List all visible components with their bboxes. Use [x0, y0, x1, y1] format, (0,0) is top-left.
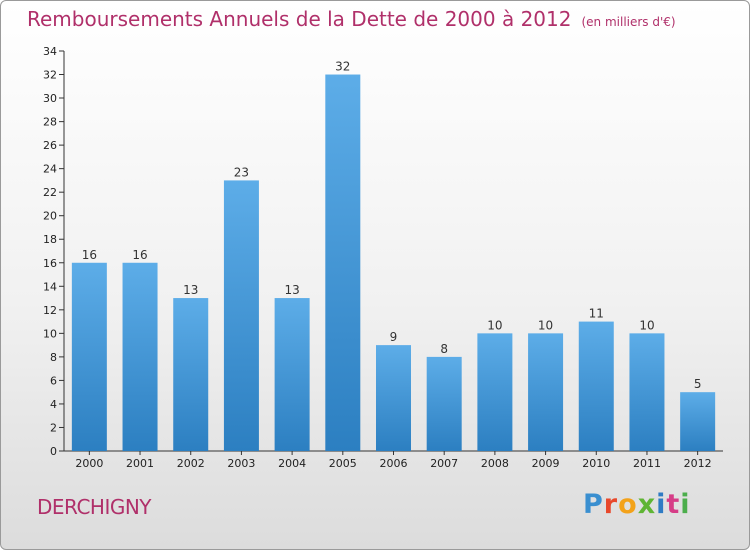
- y-tick-label: 6: [50, 374, 57, 387]
- y-tick-label: 12: [43, 304, 57, 317]
- city-name: DERCHIGNY: [37, 495, 152, 519]
- bar: [528, 333, 564, 451]
- bar: [578, 321, 614, 451]
- bar: [629, 333, 665, 451]
- x-tick-label: 2009: [532, 457, 560, 470]
- y-tick-label: 28: [43, 116, 57, 129]
- bar: [274, 298, 310, 451]
- y-tick-label: 34: [43, 45, 57, 58]
- y-tick-label: 2: [50, 421, 57, 434]
- chart-subtitle: (en milliers d'€): [581, 15, 676, 29]
- bar: [376, 345, 411, 451]
- x-tick-label: 2005: [329, 457, 357, 470]
- bar: [173, 298, 209, 451]
- y-tick-label: 32: [43, 69, 57, 82]
- bar: [680, 392, 716, 451]
- chart-title: Remboursements Annuels de la Dette de 20…: [27, 7, 676, 31]
- y-tick-label: 8: [50, 351, 57, 364]
- x-tick-label: 2004: [278, 457, 306, 470]
- bar: [477, 333, 513, 451]
- y-tick-label: 24: [43, 163, 57, 176]
- x-tick-label: 2002: [177, 457, 205, 470]
- y-tick-label: 16: [43, 257, 57, 270]
- bar-value-label: 10: [639, 318, 654, 332]
- y-tick-label: 26: [43, 139, 57, 152]
- y-tick-label: 4: [50, 398, 57, 411]
- bar-value-label: 5: [694, 377, 702, 391]
- bar-value-label: 8: [440, 342, 448, 356]
- x-tick-label: 2011: [633, 457, 661, 470]
- bar: [71, 262, 107, 451]
- bar: [223, 180, 259, 452]
- data-labels: 16 16 13 23 13 32 9 8 10 10 11 10 5: [82, 60, 702, 392]
- bar-value-label: 23: [234, 165, 249, 179]
- y-tick-label: 20: [43, 210, 57, 223]
- proxiti-logo: Proxiti: [583, 489, 691, 520]
- bar: [426, 356, 462, 451]
- x-tick-label: 2007: [430, 457, 458, 470]
- bar-value-label: 10: [487, 318, 502, 332]
- bar-value-label: 13: [183, 283, 198, 297]
- chart-title-text: Remboursements Annuels de la Dette de 20…: [27, 7, 572, 31]
- bar-value-label: 16: [82, 248, 97, 262]
- bar-value-label: 10: [538, 318, 553, 332]
- bar-value-label: 9: [390, 330, 398, 344]
- bars: [71, 74, 716, 452]
- y-tick-label: 22: [43, 186, 57, 199]
- bar-value-label: 11: [589, 307, 604, 321]
- x-tick-label: 2006: [380, 457, 408, 470]
- y-tick-label: 0: [50, 445, 57, 458]
- y-tick-label: 14: [43, 280, 57, 293]
- y-tick-label: 10: [43, 327, 57, 340]
- x-tick-label: 2000: [75, 457, 103, 470]
- x-tick-label: 2003: [227, 457, 255, 470]
- x-tick-label: 2012: [684, 457, 712, 470]
- bar-value-label: 32: [335, 60, 350, 74]
- y-tick-label: 30: [43, 92, 57, 105]
- bar: [325, 74, 361, 451]
- bar-value-label: 16: [132, 248, 147, 262]
- x-tick-label: 2001: [126, 457, 154, 470]
- y-tick-label: 18: [43, 233, 57, 246]
- bar: [122, 262, 158, 451]
- x-tick-label: 2010: [582, 457, 610, 470]
- bar-value-label: 13: [284, 283, 299, 297]
- x-tick-label: 2008: [481, 457, 509, 470]
